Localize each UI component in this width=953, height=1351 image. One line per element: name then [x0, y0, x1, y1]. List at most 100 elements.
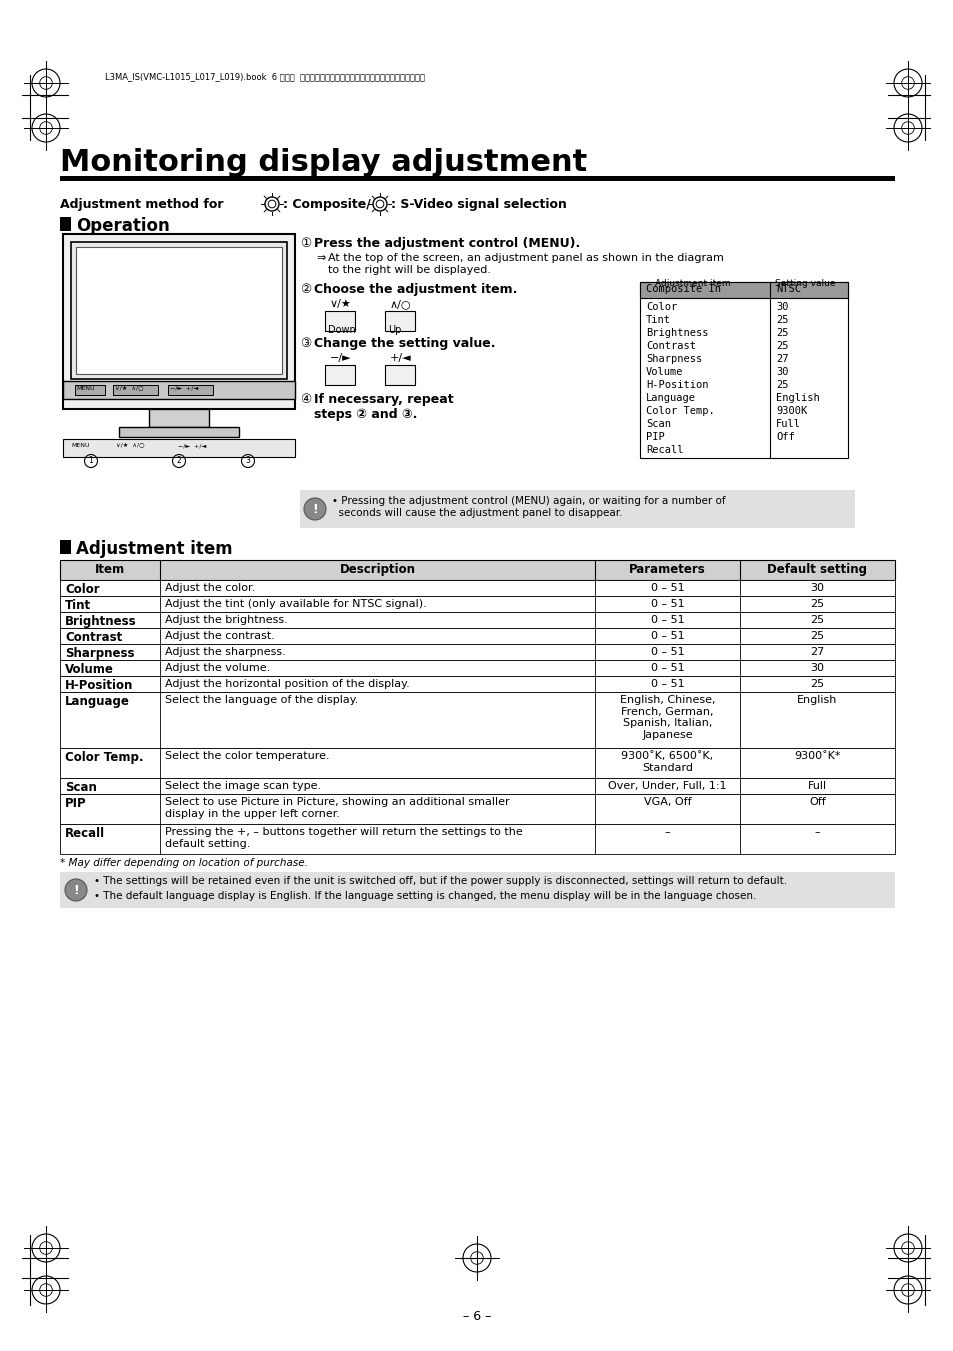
Text: H-Position: H-Position: [645, 380, 708, 390]
Bar: [60, 692, 894, 748]
Text: Sharpness: Sharpness: [645, 354, 701, 363]
Text: Adjustment item: Adjustment item: [655, 280, 730, 288]
Text: 25: 25: [775, 340, 788, 351]
Text: 30: 30: [810, 584, 823, 593]
Text: At the top of the screen, an adjustment panel as shown in the diagram
to the rig: At the top of the screen, an adjustment …: [328, 253, 723, 274]
Bar: [639, 282, 847, 299]
Text: −/►  +/◄: −/► +/◄: [170, 386, 198, 390]
Text: Monitoring display adjustment: Monitoring display adjustment: [60, 149, 587, 177]
Bar: [60, 540, 71, 554]
Bar: [385, 311, 415, 331]
Text: • Pressing the adjustment control (MENU) again, or waiting for a number of
  sec: • Pressing the adjustment control (MENU)…: [332, 496, 725, 517]
Text: 0 – 51: 0 – 51: [650, 663, 683, 673]
Text: Adjust the contrast.: Adjust the contrast.: [165, 631, 274, 640]
Text: Adjust the color.: Adjust the color.: [165, 584, 255, 593]
Text: –: –: [814, 827, 820, 838]
Text: – 6 –: – 6 –: [462, 1310, 491, 1323]
Text: Full: Full: [775, 419, 801, 430]
Text: : Composite/: : Composite/: [283, 199, 371, 211]
Bar: [60, 561, 894, 580]
Bar: [75, 385, 105, 394]
Text: 0 – 51: 0 – 51: [650, 584, 683, 593]
Text: −/►  +/◄: −/► +/◄: [178, 443, 206, 449]
Text: 0 – 51: 0 – 51: [650, 680, 683, 689]
Text: Adjust the volume.: Adjust the volume.: [165, 663, 270, 673]
Text: 0 – 51: 0 – 51: [650, 631, 683, 640]
Text: Over, Under, Full, 1:1: Over, Under, Full, 1:1: [608, 781, 726, 790]
Text: Item: Item: [95, 563, 125, 576]
Bar: [60, 661, 894, 676]
Text: −/►: −/►: [330, 353, 352, 363]
Text: Operation: Operation: [76, 218, 170, 235]
Text: Sharpness: Sharpness: [65, 647, 134, 661]
Bar: [60, 628, 894, 644]
Bar: [639, 282, 847, 458]
Text: ∨/★: ∨/★: [330, 299, 352, 309]
Text: 27: 27: [775, 354, 788, 363]
Text: Color Temp.: Color Temp.: [65, 751, 143, 765]
Bar: [63, 234, 294, 409]
Bar: [60, 612, 894, 628]
Text: • The settings will be retained even if the unit is switched off, but if the pow: • The settings will be retained even if …: [94, 875, 786, 886]
Bar: [60, 218, 71, 231]
Text: Adjustment method for: Adjustment method for: [60, 199, 228, 211]
Text: Language: Language: [645, 393, 696, 403]
Text: –: –: [664, 827, 670, 838]
Bar: [60, 824, 894, 854]
Text: English, Chinese,
French, German,
Spanish, Italian,
Japanese: English, Chinese, French, German, Spanis…: [619, 694, 715, 740]
Bar: [60, 176, 894, 181]
Bar: [71, 242, 287, 380]
Text: PIP: PIP: [645, 432, 664, 442]
Text: Full: Full: [807, 781, 826, 790]
Text: ∨/★  ∧/○: ∨/★ ∧/○: [116, 443, 145, 449]
Bar: [60, 794, 894, 824]
Text: Off: Off: [775, 432, 794, 442]
Text: 30: 30: [775, 367, 788, 377]
Text: 1: 1: [89, 457, 93, 465]
Text: Contrast: Contrast: [65, 631, 122, 644]
Text: 25: 25: [775, 315, 788, 326]
Text: Off: Off: [808, 797, 825, 807]
Text: +/◄: +/◄: [390, 353, 411, 363]
Text: ∨/★  ∧/○: ∨/★ ∧/○: [115, 386, 144, 392]
Text: English: English: [797, 694, 837, 705]
Text: 30: 30: [775, 303, 788, 312]
Text: 9300K: 9300K: [775, 407, 806, 416]
Text: ⇒: ⇒: [315, 253, 325, 263]
Text: Adjust the tint (only available for NTSC signal).: Adjust the tint (only available for NTSC…: [165, 598, 426, 609]
Text: NTSC: NTSC: [775, 284, 801, 295]
Text: 9300˚K*: 9300˚K*: [794, 751, 840, 761]
Text: Select the image scan type.: Select the image scan type.: [165, 781, 321, 790]
Circle shape: [304, 499, 326, 520]
Text: Select to use Picture in Picture, showing an additional smaller
display in the u: Select to use Picture in Picture, showin…: [165, 797, 509, 819]
Text: 27: 27: [809, 647, 823, 657]
Text: Tint: Tint: [65, 598, 91, 612]
Text: Volume: Volume: [645, 367, 682, 377]
Text: Pressing the +, – buttons together will return the settings to the
default setti: Pressing the +, – buttons together will …: [165, 827, 522, 848]
Text: ∧/○: ∧/○: [390, 299, 411, 309]
Text: ④: ④: [299, 393, 311, 407]
Text: 0 – 51: 0 – 51: [650, 598, 683, 609]
Text: Adjust the sharpness.: Adjust the sharpness.: [165, 647, 286, 657]
Text: 25: 25: [810, 680, 823, 689]
Text: Select the color temperature.: Select the color temperature.: [165, 751, 330, 761]
Text: 9300˚K, 6500˚K,
Standard: 9300˚K, 6500˚K, Standard: [620, 751, 713, 773]
Text: ①: ①: [299, 236, 311, 250]
Bar: [60, 580, 894, 596]
Text: Parameters: Parameters: [628, 563, 705, 576]
Text: Choose the adjustment item.: Choose the adjustment item.: [314, 282, 517, 296]
Text: Composite In: Composite In: [645, 284, 720, 295]
Text: Brightness: Brightness: [65, 615, 136, 628]
Text: PIP: PIP: [65, 797, 87, 811]
Text: Up: Up: [388, 326, 401, 335]
Text: Adjust the horizontal position of the display.: Adjust the horizontal position of the di…: [165, 680, 410, 689]
Text: ②: ②: [299, 282, 311, 296]
Text: 25: 25: [810, 631, 823, 640]
Text: H-Position: H-Position: [65, 680, 133, 692]
Text: Change the setting value.: Change the setting value.: [314, 336, 495, 350]
Text: Setting value: Setting value: [774, 280, 835, 288]
Bar: [325, 365, 355, 385]
Text: English: English: [775, 393, 819, 403]
Text: 0 – 51: 0 – 51: [650, 647, 683, 657]
Text: Tint: Tint: [645, 315, 670, 326]
